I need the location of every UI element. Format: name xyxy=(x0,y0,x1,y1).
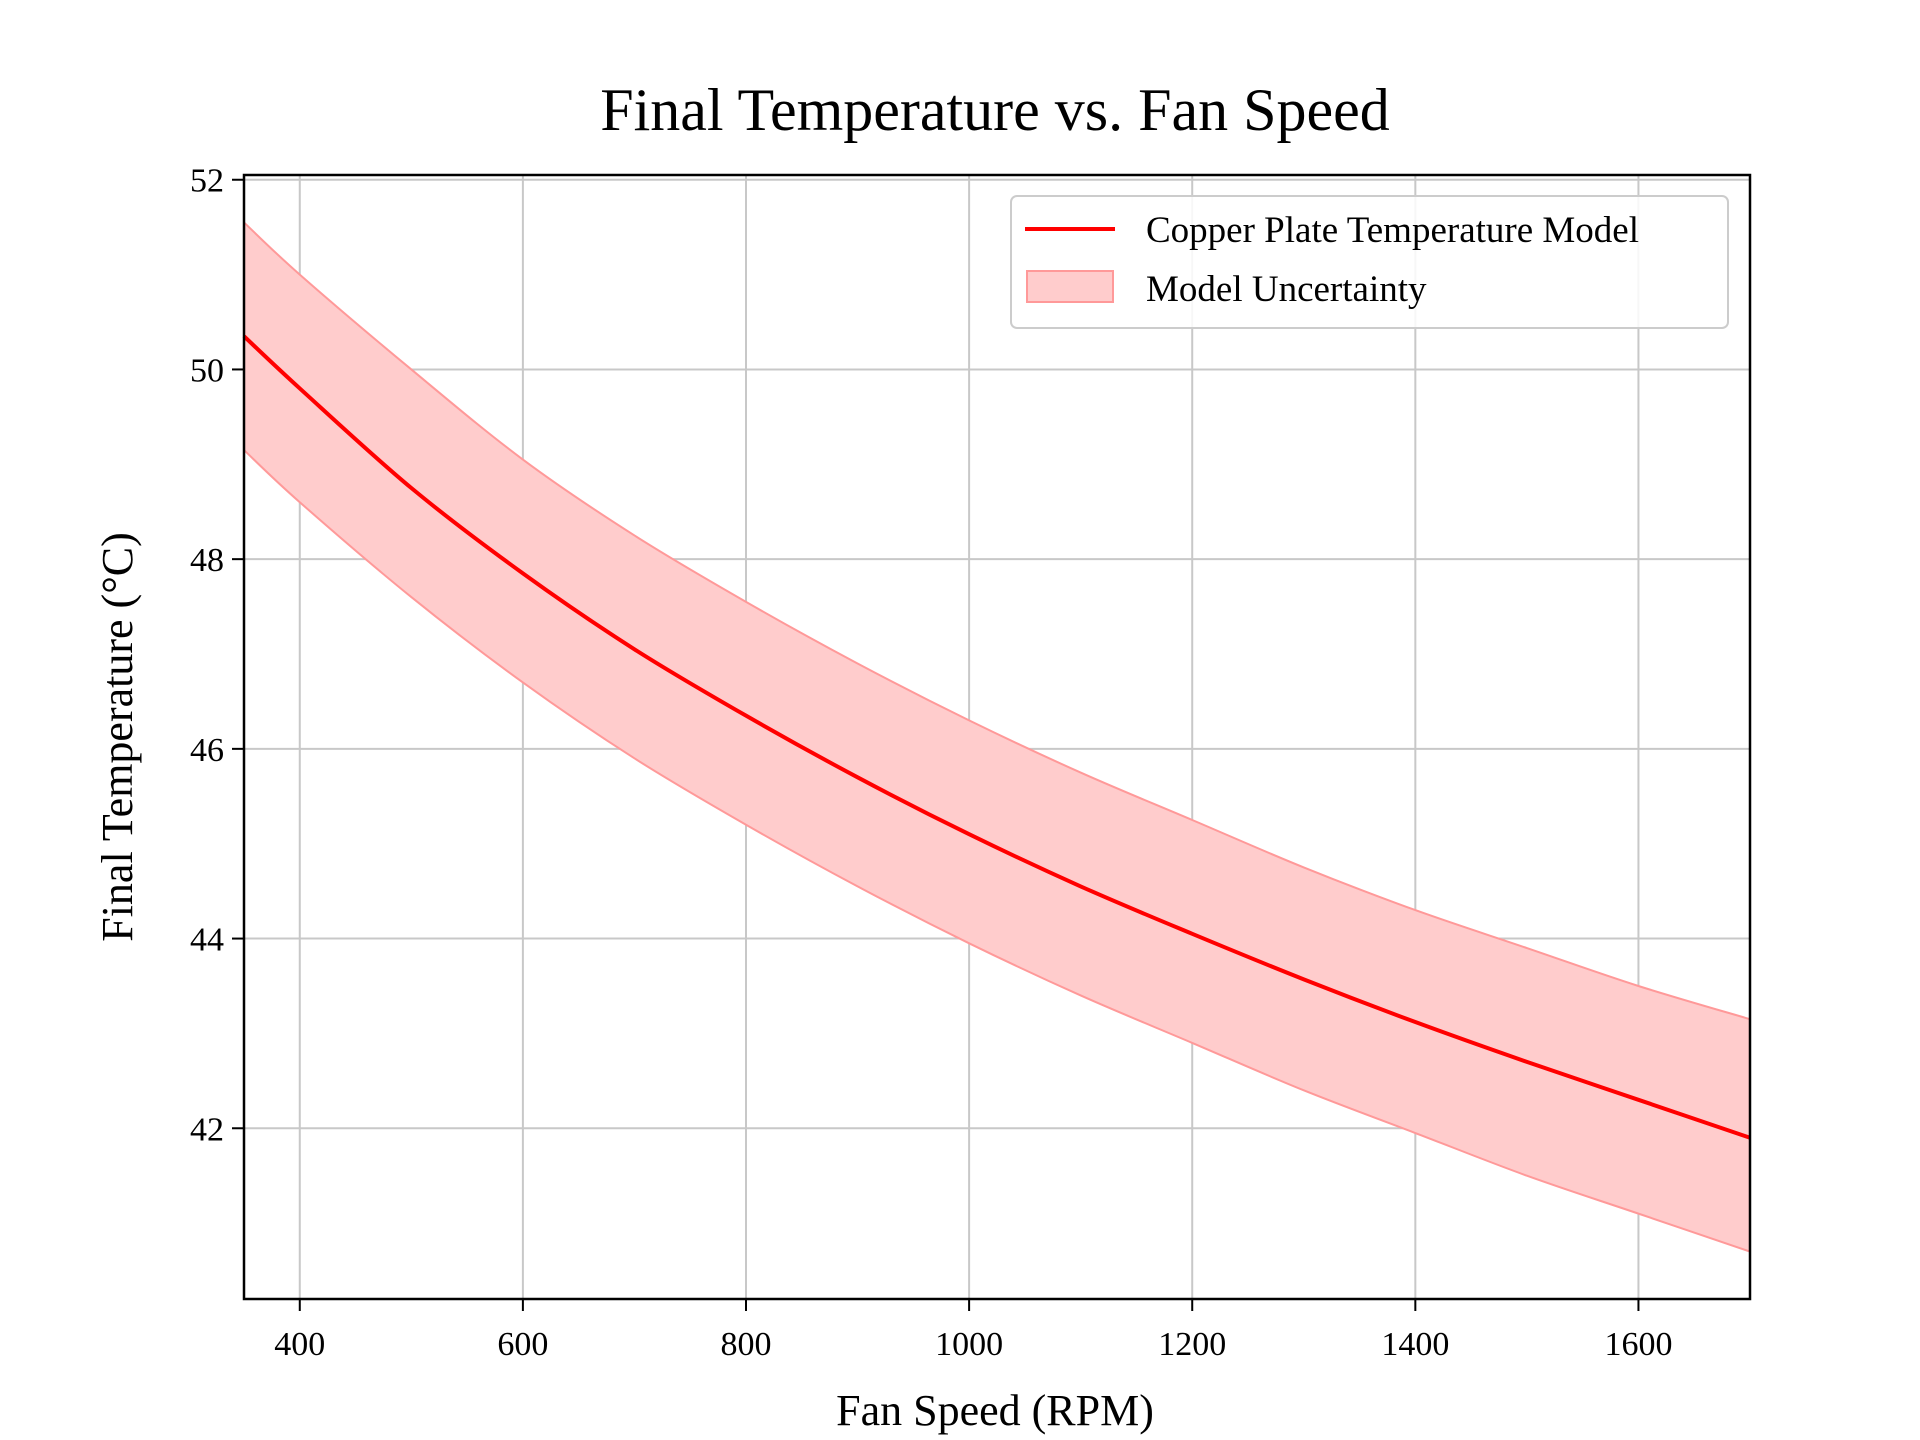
x-tick-label: 600 xyxy=(497,1326,548,1363)
chart-title: Final Temperature vs. Fan Speed xyxy=(600,77,1390,143)
uncertainty-band xyxy=(243,220,1751,1253)
y-tick-label: 46 xyxy=(190,732,224,769)
legend-label-model: Copper Plate Temperature Model xyxy=(1146,210,1639,251)
x-tick-label: 1600 xyxy=(1604,1326,1672,1363)
y-axis-ticks: 42 44 46 48 50 52 xyxy=(190,163,244,1148)
y-tick-label: 48 xyxy=(190,542,224,579)
legend-box xyxy=(1010,195,1729,329)
x-tick-label: 1000 xyxy=(935,1326,1003,1363)
model-line-layer xyxy=(242,334,1751,1140)
y-axis-label: Final Temperature (°C) xyxy=(93,532,142,942)
x-tick-label: 1200 xyxy=(1158,1326,1226,1363)
y-tick-label: 44 xyxy=(190,922,224,959)
x-axis-ticks: 400 600 800 1000 1200 1400 1600 xyxy=(274,1299,1672,1363)
x-axis-label: Fan Speed (RPM) xyxy=(836,1386,1154,1435)
legend-band-swatch xyxy=(1026,270,1114,303)
y-tick-label: 50 xyxy=(190,352,224,389)
legend-label-uncertainty: Model Uncertainty xyxy=(1146,269,1427,310)
x-tick-label: 800 xyxy=(721,1326,772,1363)
model-line xyxy=(242,334,1751,1140)
x-tick-label: 400 xyxy=(274,1326,325,1363)
y-tick-label: 52 xyxy=(190,163,224,200)
uncertainty-band-layer xyxy=(243,220,1751,1253)
x-tick-label: 1400 xyxy=(1381,1326,1449,1363)
y-tick-label: 42 xyxy=(190,1111,224,1148)
legend: Copper Plate Temperature Model Model Unc… xyxy=(1010,195,1729,329)
plot-frame xyxy=(242,173,1752,1301)
